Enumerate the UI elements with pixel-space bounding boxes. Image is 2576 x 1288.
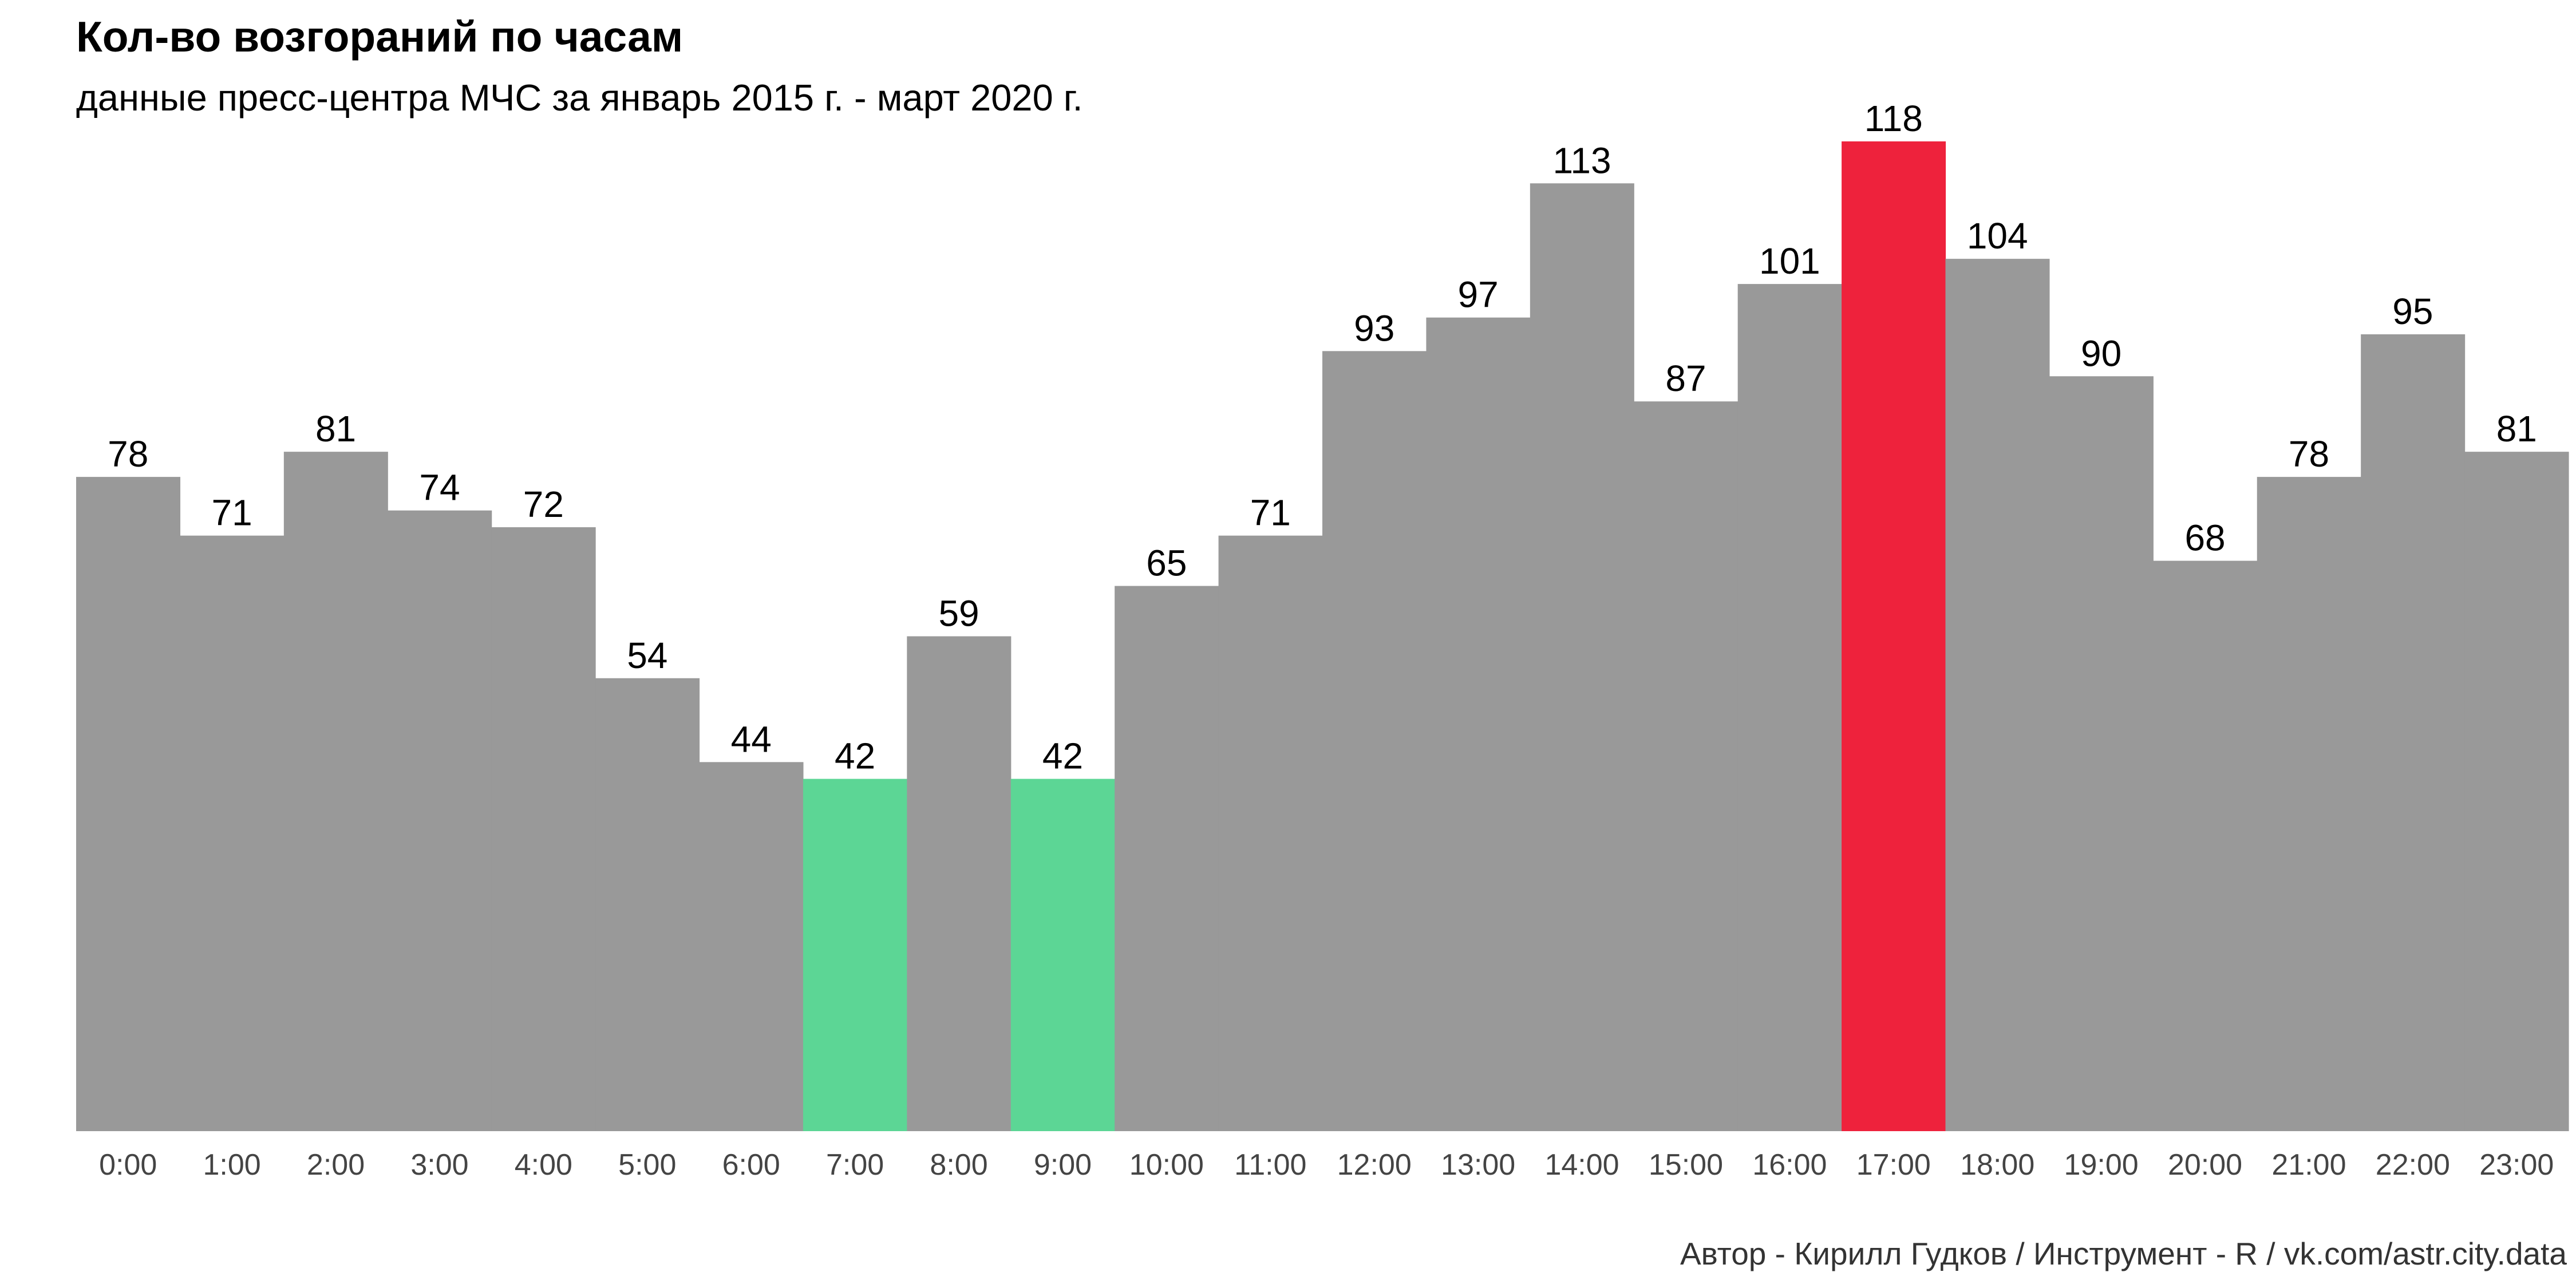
bar-18-00 (1945, 259, 2050, 1131)
x-tick-label-5-00: 5:00 (618, 1148, 676, 1182)
value-label-18-00: 104 (1967, 215, 2028, 256)
bar-16-00 (1737, 284, 1842, 1131)
bar-20-00 (2153, 560, 2258, 1131)
bars-layer (76, 141, 2569, 1132)
value-label-6-00: 44 (731, 718, 772, 760)
value-label-15-00: 87 (1665, 358, 1706, 399)
chart-caption: Автор - Кирилл Гудков / Инструмент - R /… (1680, 1236, 2567, 1271)
bar-22-00 (2361, 334, 2466, 1131)
x-tick-label-7-00: 7:00 (826, 1148, 884, 1182)
bar-4-00 (491, 527, 596, 1131)
x-tick-label-12-00: 12:00 (1337, 1148, 1412, 1182)
x-tick-label-20-00: 20:00 (2168, 1148, 2242, 1182)
chart-title: Кол-во возгораний по часам (76, 13, 683, 61)
x-tick-label-23-00: 23:00 (2479, 1148, 2554, 1182)
bar-0-00 (76, 477, 181, 1131)
value-label-12-00: 93 (1354, 307, 1394, 349)
bar-7-00 (803, 779, 907, 1131)
bar-17-00 (1842, 141, 1946, 1131)
value-label-19-00: 90 (2081, 333, 2121, 374)
bar-5-00 (595, 678, 700, 1131)
value-label-20-00: 68 (2184, 517, 2225, 559)
x-tick-label-3-00: 3:00 (410, 1148, 468, 1182)
x-tick-label-0-00: 0:00 (99, 1148, 157, 1182)
bar-3-00 (388, 510, 492, 1131)
bar-14-00 (1530, 183, 1634, 1132)
value-label-14-00: 113 (1553, 140, 1611, 181)
bar-21-00 (2257, 477, 2361, 1131)
x-tick-label-9-00: 9:00 (1034, 1148, 1092, 1182)
bar-2-00 (283, 452, 388, 1131)
value-label-9-00: 42 (1042, 736, 1083, 777)
bar-8-00 (907, 636, 1012, 1131)
value-label-16-00: 101 (1759, 240, 1820, 282)
x-tick-label-1-00: 1:00 (203, 1148, 261, 1182)
x-tick-label-13-00: 13:00 (1441, 1148, 1515, 1182)
value-label-23-00: 81 (2496, 408, 2537, 449)
x-tick-label-6-00: 6:00 (722, 1148, 780, 1182)
x-tick-label-15-00: 15:00 (1649, 1148, 1723, 1182)
x-tick-label-14-00: 14:00 (1544, 1148, 1619, 1182)
value-label-3-00: 74 (419, 467, 460, 508)
bar-19-00 (2049, 376, 2154, 1131)
chart-subtitle: данные пресс-центра МЧС за январь 2015 г… (76, 77, 1083, 118)
x-tick-label-10-00: 10:00 (1129, 1148, 1204, 1182)
value-label-10-00: 65 (1146, 543, 1187, 584)
x-tick-label-2-00: 2:00 (307, 1148, 365, 1182)
x-axis-tick-labels: 0:00 1:00 2:00 3:00 4:00 5:00 6:00 7:00 8:00 9:00… (99, 1148, 2554, 1182)
x-tick-label-16-00: 16:00 (1752, 1148, 1827, 1182)
value-label-22-00: 95 (2392, 291, 2433, 332)
value-label-8-00: 59 (938, 593, 979, 634)
value-label-1-00: 71 (212, 492, 252, 534)
value-label-17-00: 118 (1864, 98, 1923, 139)
bar-1-00 (180, 535, 285, 1132)
x-tick-label-4-00: 4:00 (515, 1148, 572, 1182)
bar-9-00 (1010, 779, 1115, 1131)
value-label-4-00: 72 (523, 484, 564, 525)
x-tick-label-19-00: 19:00 (2064, 1148, 2139, 1182)
bar-15-00 (1634, 401, 1739, 1132)
value-label-13-00: 97 (1458, 274, 1499, 315)
value-label-2-00: 81 (315, 408, 356, 449)
value-label-7-00: 42 (835, 736, 875, 777)
bar-11-00 (1218, 535, 1323, 1132)
bar-13-00 (1426, 317, 1531, 1131)
bar-10-00 (1115, 586, 1219, 1131)
x-tick-label-8-00: 8:00 (930, 1148, 987, 1182)
value-label-21-00: 78 (2289, 433, 2329, 475)
x-tick-label-22-00: 22:00 (2376, 1148, 2450, 1182)
value-label-0-00: 78 (108, 433, 148, 475)
x-tick-label-21-00: 21:00 (2271, 1148, 2346, 1182)
x-tick-label-17-00: 17:00 (1856, 1148, 1931, 1182)
value-label-11-00: 71 (1250, 492, 1291, 534)
bar-6-00 (699, 762, 804, 1131)
value-label-5-00: 54 (627, 635, 667, 676)
value-labels-layer: 78 71 81 74 72 54 44 42 59 42 65 71 93 97 113 87 101 118 1… (108, 98, 2537, 777)
bar-12-00 (1322, 351, 1427, 1132)
x-tick-label-18-00: 18:00 (1960, 1148, 2034, 1182)
x-tick-label-11-00: 11:00 (1234, 1148, 1306, 1182)
bar-23-00 (2464, 452, 2569, 1131)
